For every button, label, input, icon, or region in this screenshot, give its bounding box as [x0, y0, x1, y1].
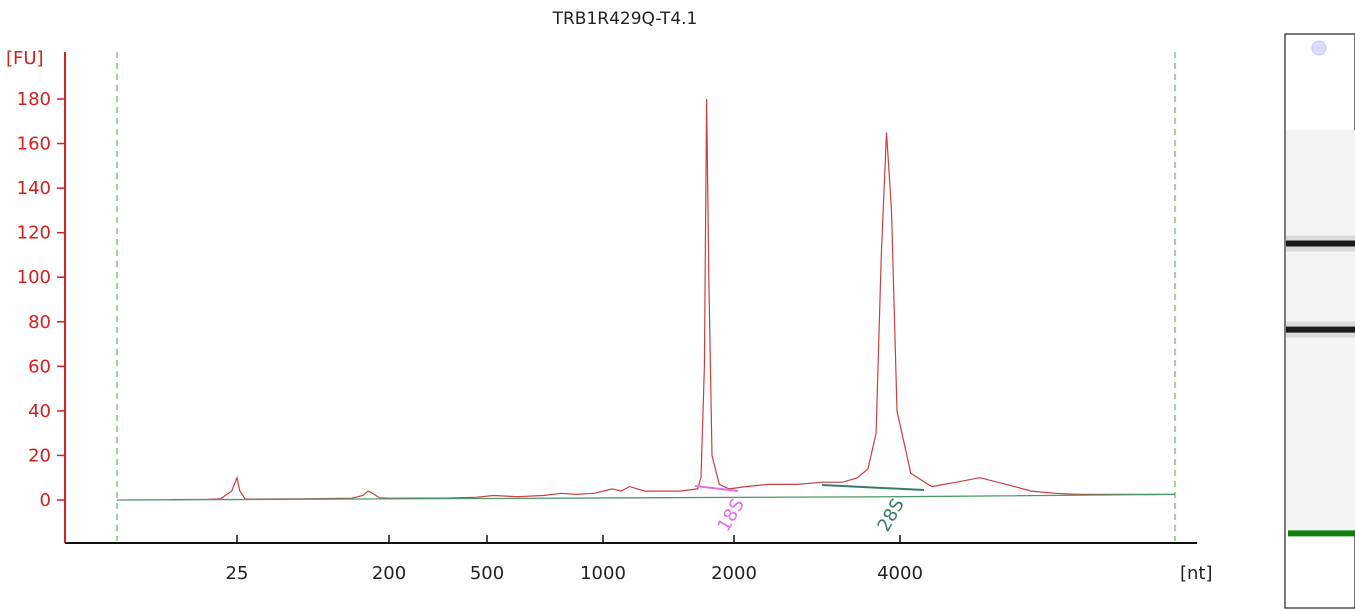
y-tick-label: 160 — [17, 134, 51, 155]
peak-label-28s: 28S — [873, 495, 908, 535]
x-tick-label: 25 — [226, 563, 249, 584]
y-tick-label: 0 — [40, 490, 51, 511]
x-tick-label: 4000 — [877, 563, 923, 584]
y-axis-ticks: 0 20 40 60 80 100 120 140 160 180 — [17, 89, 65, 511]
y-tick-label: 60 — [28, 356, 51, 377]
peak-18s-baseline — [694, 485, 739, 492]
gel-band — [1286, 326, 1355, 333]
peak-labels: 18S 28S — [714, 495, 909, 535]
x-tick-label: 2000 — [711, 563, 757, 584]
chart-axes — [64, 52, 1197, 544]
data-series — [116, 98, 1176, 501]
peak-label-18s: 18S — [714, 495, 749, 535]
y-tick-label: 140 — [17, 178, 51, 199]
x-tick-label: 200 — [372, 563, 406, 584]
chart-title: TRB1R429Q-T4.1 — [552, 9, 698, 29]
y-tick-label: 20 — [28, 445, 51, 466]
x-tick-label: 1000 — [580, 563, 626, 584]
y-tick-label: 40 — [28, 401, 51, 422]
y-axis-unit-label: [FU] — [6, 48, 44, 69]
trace-line — [170, 98, 1175, 501]
gel-marker-band — [1288, 530, 1355, 537]
baseline-line — [116, 493, 1176, 501]
y-tick-label: 180 — [17, 89, 51, 110]
x-tick-label: 500 — [470, 563, 504, 584]
x-axis-ticks: 25 200 500 1000 2000 4000 — [226, 535, 923, 584]
peak-28s-baseline — [821, 484, 925, 491]
gel-lane — [1284, 33, 1355, 609]
y-tick-label: 120 — [17, 223, 51, 244]
gel-lane-well-icon — [1311, 40, 1327, 56]
gel-band — [1286, 240, 1355, 247]
y-tick-label: 100 — [17, 267, 51, 288]
y-tick-label: 80 — [28, 312, 51, 333]
x-axis-unit-label: [nt] — [1180, 563, 1213, 584]
